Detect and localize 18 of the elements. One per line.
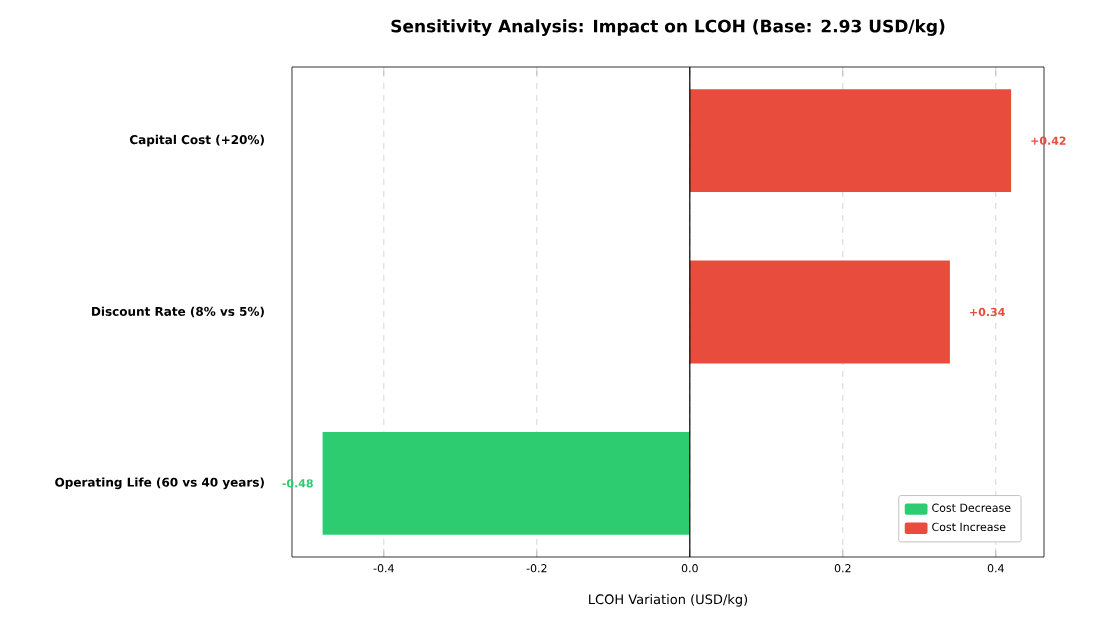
data-label: +0.34 — [970, 307, 1005, 317]
x-axis-title: LCOH Variation (USD/kg) — [589, 594, 748, 607]
x-tick-label: -0.4 — [373, 564, 394, 573]
bar — [689, 89, 1012, 193]
x-tick-label: 0.0 — [681, 564, 698, 573]
chart-title: Sensitivity Analysis: Impact on LCOH (Base: 2.93 USD/kg) — [391, 19, 945, 36]
x-tick-label: 0.2 — [834, 564, 851, 573]
y-tick-label: Discount Rate (8% vs 5%) — [92, 306, 264, 318]
x-tick-label: 0.4 — [987, 564, 1004, 573]
data-label: +0.42 — [1031, 136, 1066, 145]
data-label: -0.48 — [282, 479, 313, 488]
bar — [322, 431, 690, 535]
x-tick-label: -0.2 — [526, 564, 547, 573]
y-tick-label: Capital Cost (+20%) — [129, 134, 264, 147]
legend-label: Cost Decrease — [932, 503, 1011, 512]
legend-label: Cost Increase — [932, 522, 1006, 532]
bar — [689, 260, 950, 364]
y-tick-label: Operating Life (60 vs 40 years) — [55, 477, 264, 490]
